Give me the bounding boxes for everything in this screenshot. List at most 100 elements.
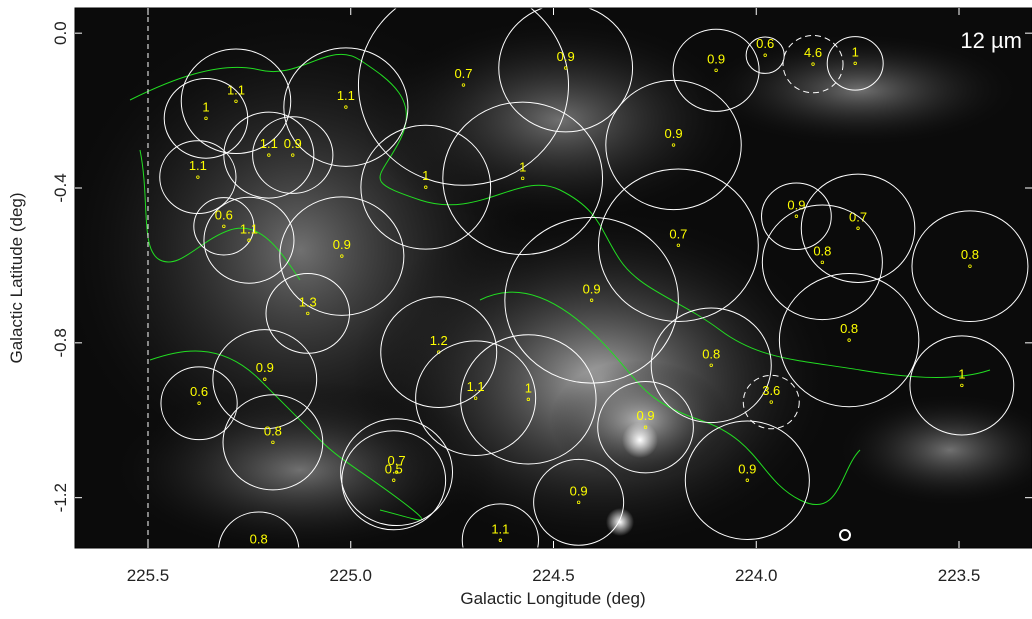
value-label: 1.1 [260,136,278,151]
center-dot [769,400,773,404]
center-dot [196,175,200,179]
center-dot [643,425,648,429]
region-circle [265,273,351,354]
center-dot [811,62,815,66]
value-label: 0.8 [840,321,858,336]
value-label: 0.9 [664,126,682,141]
value-label: 0.8 [702,346,720,361]
value-label: 0.7 [388,453,406,468]
region-circle [597,381,694,474]
region-circle [160,366,238,441]
region-circle [826,36,884,91]
value-label: 0.6 [215,207,233,222]
region-circle [193,197,255,256]
region-circle [761,204,883,321]
value-label: 1 [519,159,526,174]
region-circle [909,335,1015,436]
value-label: 0.9 [557,49,575,64]
region-circle [911,210,1029,323]
value-label: 0.6 [190,384,208,399]
value-label: 1.1 [240,221,258,236]
value-label: 1 [422,168,429,183]
center-dot [271,440,275,445]
region-circle [533,458,625,546]
center-dot [960,383,964,388]
center-dot [394,470,399,474]
region-circle [163,77,249,159]
value-label: 3.6 [762,383,780,398]
region-circle [222,394,324,491]
region-circle [340,418,454,527]
region-circle [203,196,295,284]
region-circle [283,47,409,167]
data-layer: 1.1 0.7 0.9 0.9 0.6 1 1 1.1 1.1 0.9 1.1 1 1 0.9 0.6 1.1… [147,8,1029,552]
center-dot [291,153,295,157]
value-label: 1.1 [227,82,245,97]
region-circle [605,79,742,211]
center-dot [424,185,428,189]
value-label: 0.8 [264,423,282,438]
region-circle [279,196,405,316]
value-label: 1.1 [491,521,509,536]
value-label: 0.9 [333,237,351,252]
region-circle [598,168,759,323]
value-label: 0.8 [961,247,979,262]
center-dot [247,238,251,242]
value-label: 0.9 [583,281,601,296]
region-circle [684,420,810,540]
region-circle [498,8,634,133]
region-circle [415,340,537,456]
region-circle [504,216,679,384]
region-circle [380,296,498,408]
center-dot [968,264,972,268]
value-label: 1 [958,366,965,381]
y-tick-label: -0.4 [51,173,70,202]
center-dot [589,298,594,302]
region-circle [650,307,772,424]
region-circle [800,173,916,283]
value-label: 1.3 [299,294,317,309]
x-tick-label: 224.0 [735,566,778,585]
region-circle [252,116,334,194]
region-circle [442,101,604,256]
center-dot [820,260,825,265]
center-dot [461,83,466,87]
center-dot [204,116,208,121]
value-label: 0.7 [669,226,687,241]
value-label: 1 [852,44,859,59]
region-circle [360,124,492,250]
y-tick-label: -1.2 [51,483,70,512]
center-dot [676,243,681,247]
center-dot [257,549,260,552]
value-label: 0.5 [385,461,403,476]
value-label: 1.1 [467,379,485,394]
value-label: 0.9 [256,360,274,375]
region-circle [357,8,569,186]
center-dot [306,311,310,316]
region-circle [341,430,447,531]
value-label: 0.9 [707,51,725,66]
x-tick-label: 224.5 [532,566,575,585]
center-dot [563,66,568,70]
value-label: 1 [202,99,209,114]
value-label: 1.1 [189,158,207,173]
region-circle [778,273,920,408]
center-dot [526,397,531,402]
value-label: 0.9 [570,483,588,498]
region-circle [672,28,760,112]
center-dot [671,143,676,147]
value-label: 1 [525,380,532,395]
value-label: 0.7 [454,66,472,81]
y-tick-label: 0.0 [51,21,70,45]
x-tick-label: 225.5 [127,566,170,585]
region-circle [461,503,539,548]
center-dot [498,538,503,542]
region-circle [460,334,597,465]
center-dot [763,53,767,57]
center-dot [714,68,718,73]
center-dot [197,401,201,405]
region-circle [212,329,318,430]
center-dot [344,105,348,109]
value-label: 0.9 [637,408,655,423]
